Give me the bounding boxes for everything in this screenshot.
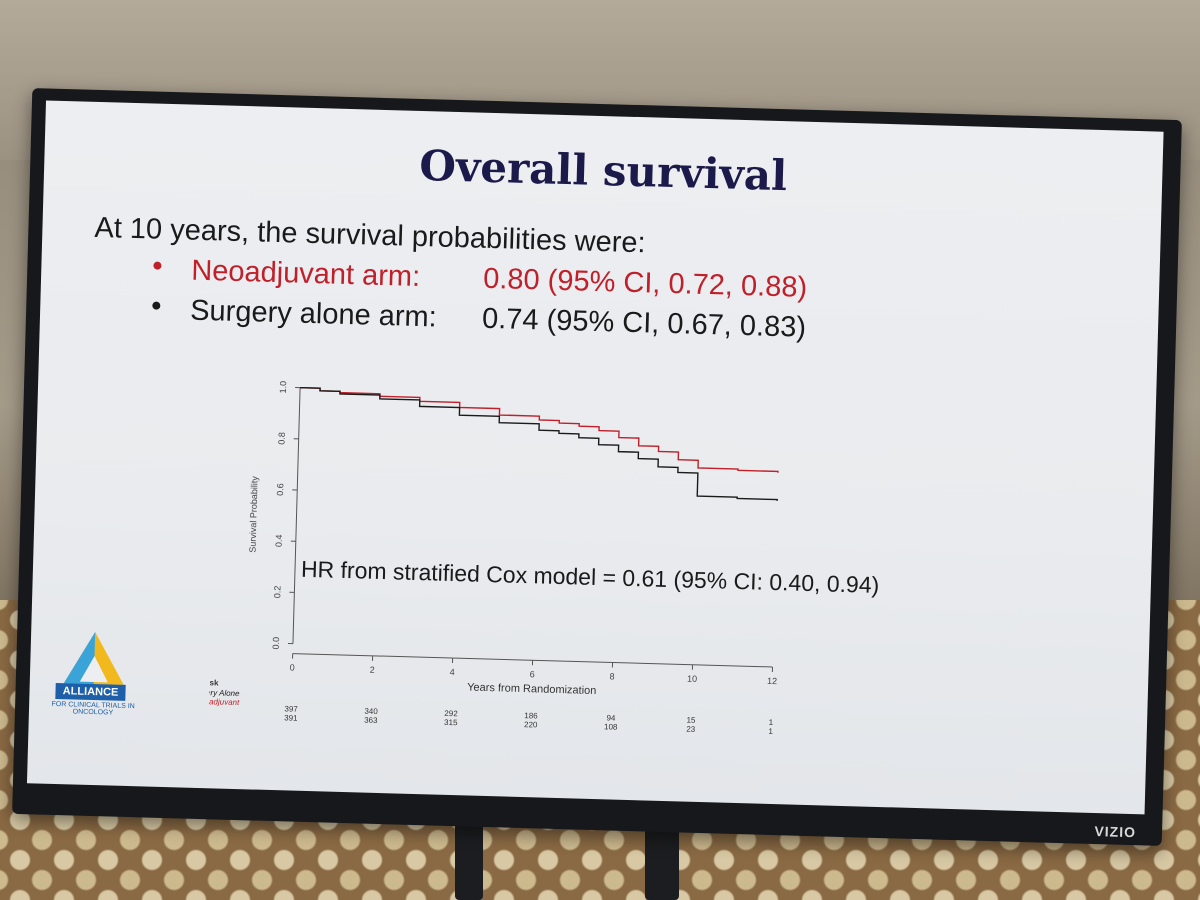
risk-count: 23 (686, 725, 696, 734)
logo-name: ALLIANCE (55, 682, 126, 701)
km-survival-chart: 0.0 0.2 0.4 0.6 0.8 1.0 0 2 4 6 8 10 12 Survival Prob… (208, 381, 779, 736)
risk-count: 1 (768, 727, 773, 736)
risk-row-label: Neoadjuvant (208, 697, 240, 707)
x-axis-label: Years from Randomization (467, 681, 597, 697)
risk-count: 363 (364, 716, 378, 725)
tv-brand-logo: VIZIO (1094, 823, 1137, 841)
alliance-logo: ALLIANCE FOR CLINICAL TRIALS IN ONCOLOGY (33, 626, 156, 729)
risk-count: 220 (524, 720, 538, 729)
km-curve-surgery-alone (300, 386, 778, 501)
y-axis (292, 387, 301, 644)
risk-count: 315 (444, 718, 458, 727)
y-tick-label: 0.0 (271, 637, 281, 650)
tv-monitor: Overall survival At 10 years, the surviv… (12, 88, 1182, 846)
risk-count: 340 (364, 707, 378, 716)
risk-count: 186 (524, 711, 538, 720)
y-tick-label: 0.8 (277, 432, 287, 445)
risk-count: 15 (686, 716, 696, 725)
intro-text: At 10 years, the survival probabilities … (94, 211, 646, 260)
y-tick-label: 0.2 (272, 586, 282, 599)
bullet-label: Neoadjuvant arm: (190, 254, 421, 293)
x-tick-label: 4 (450, 667, 455, 677)
risk-count: 1 (769, 718, 774, 727)
x-tick-label: 10 (687, 674, 697, 684)
x-tick-label: 6 (530, 669, 535, 679)
logo-subtitle: FOR CLINICAL TRIALS IN ONCOLOGY (51, 700, 135, 717)
risk-count: 108 (604, 722, 618, 731)
x-tick-label: 8 (610, 671, 615, 681)
alliance-triangle-icon (63, 632, 124, 685)
x-tick-label: 2 (370, 665, 375, 675)
y-tick-label: 0.6 (275, 483, 285, 496)
bullet-value: 0.80 (95% CI, 0.72, 0.88) (482, 262, 808, 304)
bullet-value: 0.74 (95% CI, 0.67, 0.83) (481, 302, 807, 344)
y-tick-label: 1.0 (278, 381, 288, 394)
bullet-label: Surgery alone arm: (189, 294, 438, 334)
risk-count: 292 (444, 709, 458, 718)
slide-screen: Overall survival At 10 years, the surviv… (26, 100, 1164, 815)
risk-count: 391 (284, 713, 298, 722)
slide-title: Overall survival (418, 140, 788, 201)
bullet-dot (152, 301, 161, 310)
y-tick-label: 0.4 (274, 534, 284, 547)
risk-count: 397 (284, 704, 298, 713)
bullet-dot (153, 261, 162, 270)
x-tick-label: 12 (767, 676, 777, 686)
risk-table-header: No. at risk (208, 677, 219, 687)
risk-count: 94 (606, 713, 616, 722)
x-tick-label: 0 (290, 663, 295, 673)
y-axis-label: Survival Probability (247, 476, 259, 553)
risk-row-label: Surgery Alone (208, 688, 240, 698)
